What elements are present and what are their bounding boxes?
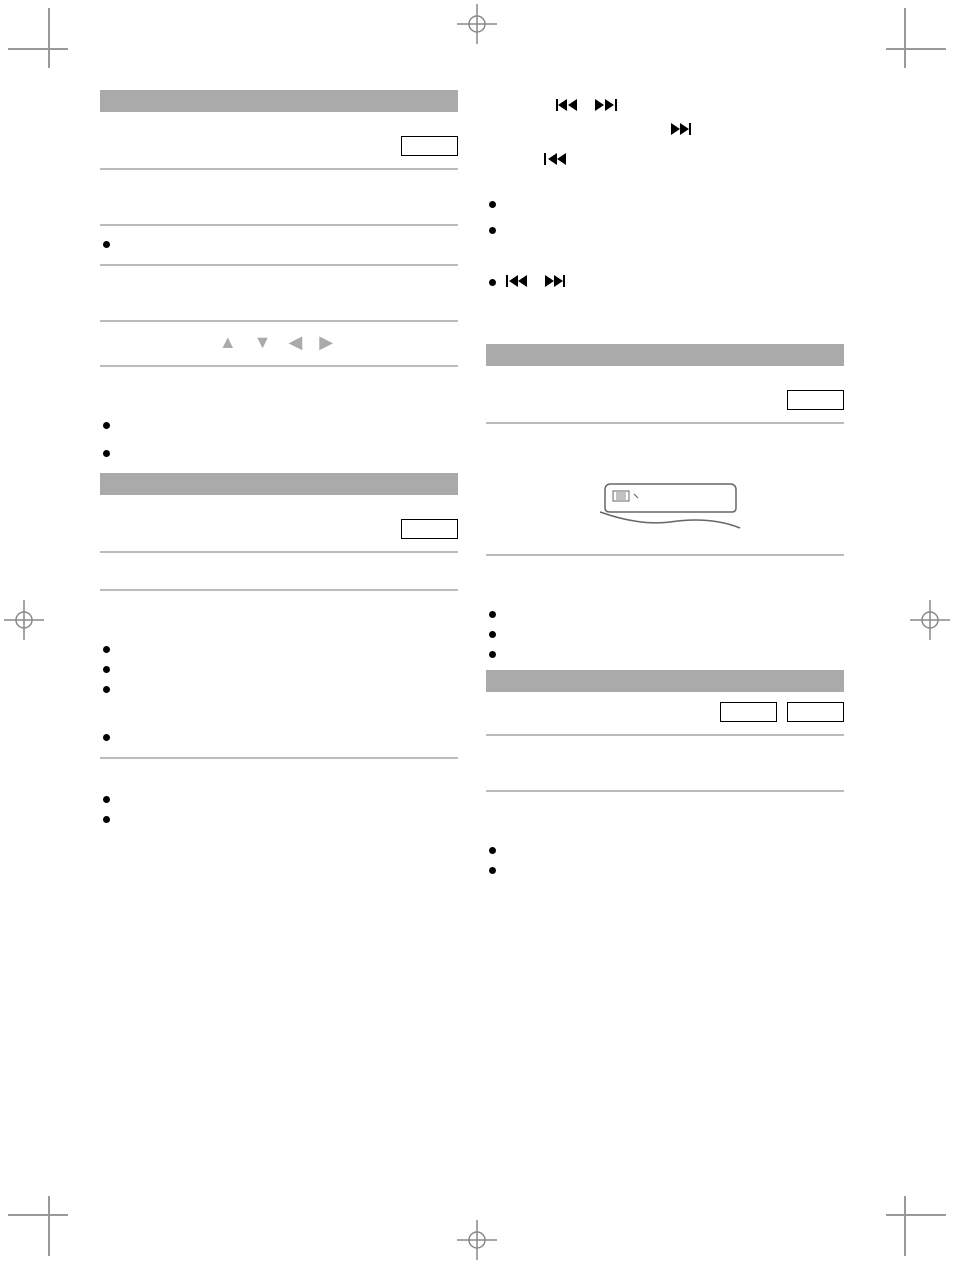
crop-mark bbox=[886, 48, 946, 50]
divider bbox=[486, 422, 844, 424]
section-header bbox=[100, 90, 458, 112]
list-item bbox=[486, 222, 844, 266]
registration-mark bbox=[910, 600, 950, 640]
page-body: ▲ ▼ ◀ ▶ bbox=[0, 0, 954, 926]
list-item bbox=[100, 417, 458, 433]
crop-mark bbox=[8, 48, 68, 50]
next-track-icon bbox=[545, 274, 571, 291]
section-header bbox=[486, 670, 844, 692]
text-line bbox=[100, 505, 458, 519]
format-badge bbox=[787, 702, 844, 722]
text-block bbox=[486, 746, 844, 778]
divider bbox=[100, 168, 458, 170]
badge-row bbox=[486, 702, 844, 722]
text-block bbox=[486, 566, 844, 598]
divider bbox=[100, 224, 458, 226]
registration-mark bbox=[457, 1220, 497, 1260]
list-item bbox=[486, 862, 844, 878]
crop-mark bbox=[48, 8, 50, 68]
bullet-list bbox=[486, 606, 844, 662]
skip-forward-icon bbox=[595, 98, 623, 115]
badge-row bbox=[486, 390, 844, 410]
text-block bbox=[100, 377, 458, 409]
divider bbox=[100, 757, 458, 759]
list-item bbox=[100, 641, 458, 657]
divider bbox=[486, 734, 844, 736]
list-item bbox=[486, 606, 844, 622]
list-item bbox=[100, 236, 458, 252]
text-block bbox=[486, 802, 844, 834]
list-item bbox=[100, 729, 458, 745]
list-item bbox=[486, 646, 844, 662]
prev-track-icon bbox=[506, 274, 536, 291]
arrow-icons: ▲ ▼ ◀ ▶ bbox=[100, 332, 458, 353]
bullet-list bbox=[100, 641, 458, 721]
divider bbox=[100, 320, 458, 322]
section-header bbox=[486, 344, 844, 366]
format-badge bbox=[401, 519, 458, 539]
crop-mark bbox=[904, 1196, 906, 1256]
skip-back-icon bbox=[556, 98, 588, 115]
divider bbox=[100, 264, 458, 266]
text-block bbox=[100, 276, 458, 308]
divider bbox=[486, 554, 844, 556]
bullet-list bbox=[100, 417, 458, 461]
text-line bbox=[100, 122, 458, 136]
crop-mark bbox=[886, 1214, 946, 1216]
divider bbox=[486, 790, 844, 792]
prev-track-icon bbox=[544, 152, 566, 169]
list-item bbox=[100, 811, 458, 827]
next-track-icon bbox=[671, 122, 693, 139]
skip-icons-row bbox=[486, 90, 844, 116]
text-line bbox=[100, 563, 458, 577]
text-line bbox=[486, 376, 844, 390]
bullet-list bbox=[100, 729, 458, 745]
badge-row bbox=[100, 519, 458, 539]
bullet-list bbox=[486, 842, 844, 878]
list-item bbox=[100, 791, 458, 807]
badge-row bbox=[100, 136, 458, 156]
right-column bbox=[486, 90, 844, 886]
next-icon-row bbox=[486, 122, 844, 140]
format-badge bbox=[720, 702, 777, 722]
divider bbox=[100, 551, 458, 553]
prev-icon-row bbox=[486, 152, 844, 170]
list-item bbox=[100, 661, 458, 677]
bullet-list bbox=[486, 196, 844, 266]
registration-mark bbox=[4, 600, 44, 640]
text-block bbox=[100, 180, 458, 212]
bullet-list bbox=[100, 236, 458, 252]
text-line bbox=[100, 769, 458, 783]
list-item bbox=[486, 196, 844, 218]
list-item bbox=[486, 626, 844, 642]
list-item bbox=[486, 274, 844, 332]
text-block bbox=[486, 434, 844, 466]
bullet-list bbox=[100, 791, 458, 827]
format-badge bbox=[787, 390, 844, 410]
divider bbox=[100, 589, 458, 591]
list-item bbox=[100, 445, 458, 461]
device-illustration bbox=[486, 480, 844, 540]
list-item bbox=[486, 842, 844, 858]
divider bbox=[100, 365, 458, 367]
registration-mark bbox=[457, 4, 497, 44]
list-item bbox=[100, 681, 458, 721]
crop-mark bbox=[48, 1196, 50, 1256]
bullet-list bbox=[486, 274, 844, 332]
text-block bbox=[100, 601, 458, 633]
section-header bbox=[100, 473, 458, 495]
crop-mark bbox=[8, 1214, 68, 1216]
left-column: ▲ ▼ ◀ ▶ bbox=[100, 90, 458, 886]
crop-mark bbox=[904, 8, 906, 68]
format-badge bbox=[401, 136, 458, 156]
